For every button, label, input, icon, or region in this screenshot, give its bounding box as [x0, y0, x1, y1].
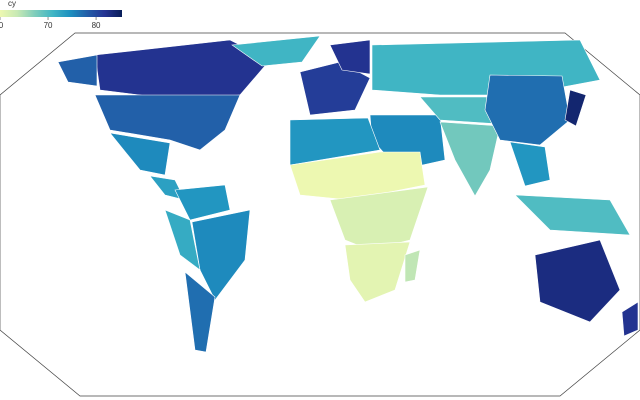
country	[371, 39, 601, 96]
country	[344, 241, 411, 303]
country	[174, 184, 231, 221]
country	[514, 194, 631, 236]
colorbar-tick-label: 70	[44, 21, 53, 30]
country	[94, 94, 241, 151]
country	[289, 151, 426, 201]
country	[57, 54, 98, 87]
country	[329, 39, 371, 75]
country	[289, 117, 381, 166]
country	[564, 89, 587, 127]
country	[509, 141, 551, 187]
country	[109, 132, 171, 176]
colorbar-title: cy	[8, 0, 16, 8]
country	[164, 209, 201, 271]
colorbar-bar	[0, 10, 122, 17]
country	[299, 61, 371, 116]
countries	[57, 35, 639, 353]
country	[439, 121, 501, 197]
country	[484, 74, 571, 146]
map-frame	[0, 32, 640, 397]
country	[231, 35, 321, 67]
country	[184, 271, 216, 353]
colorbar-tick-label: 0	[0, 21, 4, 30]
country	[404, 249, 421, 283]
country	[621, 301, 639, 337]
colorbar-tick-label: 80	[92, 21, 101, 30]
colorbar: cy 0 70 80	[0, 0, 122, 30]
country	[534, 239, 621, 323]
